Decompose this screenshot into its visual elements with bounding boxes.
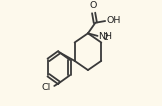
- Text: OH: OH: [106, 16, 121, 25]
- Text: Cl: Cl: [41, 83, 51, 92]
- Text: NH: NH: [98, 32, 112, 41]
- Text: 2: 2: [104, 33, 109, 42]
- Text: O: O: [90, 1, 97, 10]
